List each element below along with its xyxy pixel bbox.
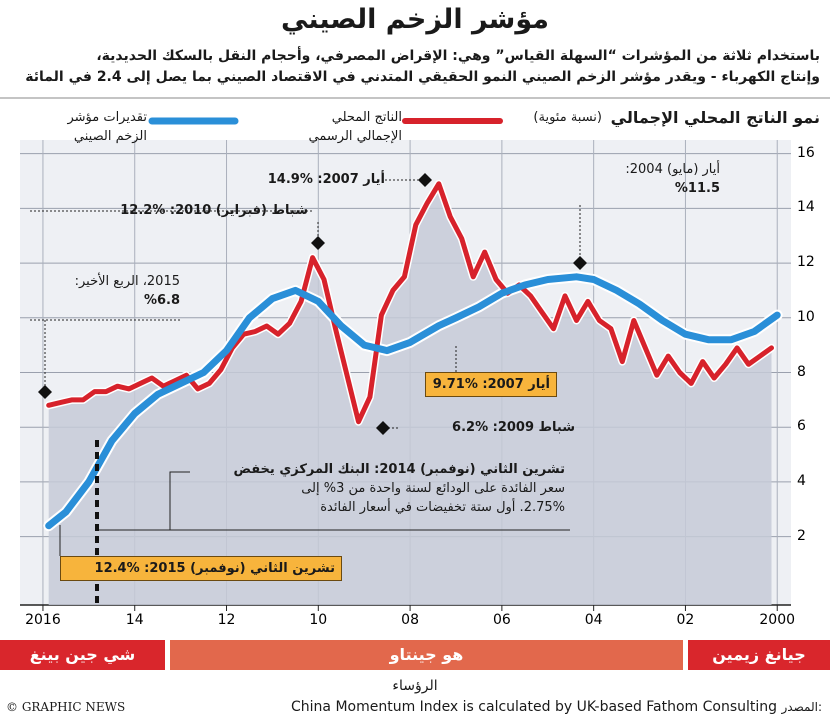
- y-tick-label: 12: [797, 254, 815, 271]
- x-tick-label: 02: [676, 612, 695, 628]
- x-tick-label: 2000: [759, 612, 796, 628]
- x-tick-label: 06: [492, 612, 511, 628]
- point-marker: [311, 236, 325, 250]
- subtitle: باستخدام ثلاثة من المؤشرات “السهلة القيا…: [10, 46, 820, 88]
- title: مؤشر الزخم الصيني: [281, 4, 549, 35]
- president-band: جيانغ زيمين: [688, 640, 830, 670]
- x-tick-label: 10: [309, 612, 328, 628]
- y-tick-label: 8: [797, 363, 806, 380]
- point-marker: [573, 256, 587, 270]
- point-marker: [38, 385, 52, 399]
- president-band: شي جين بينغ: [0, 640, 165, 670]
- point-marker: [376, 421, 390, 435]
- annotation-line: %6.8: [143, 293, 180, 308]
- y-axis-title: نمو الناتج المحلي الإجمالي: [610, 108, 820, 127]
- source: China Momentum Index is calculated by UK…: [291, 699, 822, 715]
- credit: © GRAPHIC NEWS: [6, 700, 126, 714]
- legend-entry: الناتج المحلي الإجمالي الرسمي: [308, 110, 402, 144]
- annotation-line: %11.5: [674, 181, 720, 196]
- annotation-line: تشرين الثاني (نوفمبر) 2015: %12.4: [94, 561, 335, 576]
- subtitle-line: باستخدام ثلاثة من المؤشرات “السهلة القيا…: [96, 48, 820, 64]
- annotation-line: سعر الفائدة على الودائع لسنة واحدة من 3%…: [301, 481, 565, 496]
- annotation-line: أيار 2007: %14.9: [267, 172, 385, 187]
- line: [45, 273, 781, 530]
- annotation-line: أيار 2007: %9.71: [432, 377, 550, 392]
- x-tick-label: 08: [401, 612, 419, 628]
- area: [48, 183, 772, 606]
- annotation-line: شباط 2009: %6.2: [452, 420, 575, 435]
- source-label: المصدر:: [781, 700, 822, 714]
- subtitle-line: وإنتاج الكهرباء - ويقدر مؤشر الزخم الصين…: [25, 69, 820, 85]
- annotation: تشرين الثاني (نوفمبر) 2015: %12.4: [60, 556, 342, 581]
- annotation-points: [38, 173, 587, 435]
- x-tick-label: 12: [217, 612, 236, 628]
- president-band: هو جينتاو: [170, 640, 683, 670]
- annotation: أيار 2007: %9.71: [425, 372, 557, 397]
- bands-title: الرؤساء: [392, 678, 438, 694]
- line: [46, 181, 774, 425]
- annotation-line: 2015، الربع الأخير:: [74, 274, 180, 289]
- leader: [169, 471, 190, 530]
- y-axis-unit: (نسبة مئوية): [533, 110, 602, 125]
- annotation: تشرين الثاني (نوفمبر) 2014: البنك المركز…: [190, 460, 565, 517]
- source-text: China Momentum Index is calculated by UK…: [291, 699, 778, 715]
- annotation-line: 2.75%. أول ستة تخفيضات في أسعار الفائدة: [320, 500, 565, 515]
- y-tick-label: 10: [797, 308, 815, 325]
- annotation: شباط 2009: %6.2: [400, 418, 575, 437]
- annotation-line: أيار (مايو) 2004:: [625, 162, 720, 177]
- x-tick-label: 14: [125, 612, 144, 628]
- x-tick-label: 2016: [25, 612, 61, 628]
- annotation: شباط (فبراير) 2010: %12.2: [100, 201, 308, 220]
- annotation-line: شباط (فبراير) 2010: %12.2: [120, 203, 308, 218]
- annotation-line: تشرين الثاني (نوفمبر) 2014: البنك المركز…: [233, 462, 565, 477]
- x-tick-label: 04: [584, 612, 603, 628]
- y-tick-label: 2: [797, 527, 806, 544]
- annotation: أيار (مايو) 2004: %11.5: [588, 160, 720, 198]
- y-tick-label: 6: [797, 418, 806, 435]
- y-tick-label: 16: [797, 144, 815, 161]
- annotation: أيار 2007: %14.9: [245, 170, 385, 189]
- y-tick-label: 4: [797, 472, 806, 489]
- annotation: 2015، الربع الأخير: %6.8: [40, 272, 180, 310]
- y-tick-label: 14: [797, 199, 815, 216]
- point-marker: [418, 173, 432, 187]
- legend-entry: تقديرات مؤشر الزخم الصيني: [67, 110, 147, 144]
